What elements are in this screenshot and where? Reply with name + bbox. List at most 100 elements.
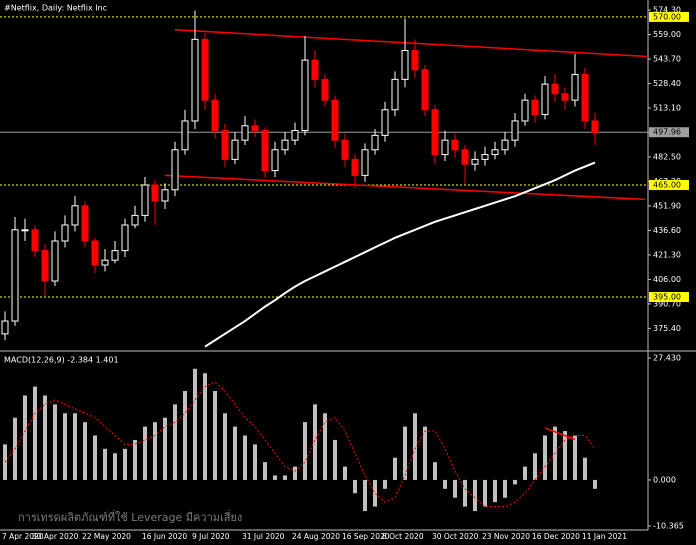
- candle-body: [541, 83, 549, 116]
- candle-body: [361, 149, 369, 176]
- macd-bar: [423, 426, 427, 480]
- candle-body: [191, 38, 199, 122]
- macd-bar: [353, 479, 357, 494]
- x-tick-label: 30 Apr 2020: [32, 532, 79, 541]
- macd-bar: [373, 479, 377, 507]
- macd-bar: [283, 475, 287, 480]
- candle-body: [201, 38, 209, 101]
- candle-body: [481, 154, 489, 160]
- macd-bar: [33, 386, 37, 480]
- x-tick-label: 24 Aug 2020: [292, 532, 340, 541]
- candle-body: [281, 139, 289, 151]
- x-tick-label: 30 Oct 2020: [432, 532, 479, 541]
- candle-body: [501, 139, 509, 151]
- price-tag: [649, 292, 689, 303]
- price-tag-label: 570.00: [653, 12, 681, 21]
- candle-body: [441, 139, 449, 156]
- macd-bar: [513, 479, 517, 485]
- candle-body: [111, 250, 119, 261]
- macd-bar: [473, 479, 477, 512]
- price-tag-label: 497.96: [653, 128, 681, 137]
- trendline: [164, 174, 646, 201]
- macd-bar: [203, 373, 207, 480]
- candle-body: [231, 139, 239, 160]
- candle-body: [551, 83, 559, 95]
- candle-body: [41, 250, 49, 282]
- x-tick-label: 23 Nov 2020: [482, 532, 530, 541]
- macd-bar: [343, 466, 347, 480]
- candle-body: [431, 109, 439, 156]
- y-tick-label: 574.30: [653, 6, 681, 15]
- macd-bar: [23, 395, 27, 480]
- candle-body: [491, 149, 499, 156]
- macd-bar: [453, 479, 457, 498]
- moving-average: [204, 161, 596, 348]
- macd-bar: [123, 448, 127, 480]
- price-tag: [649, 179, 689, 190]
- y-tick-label: 436.60: [653, 226, 681, 235]
- macd-plot: [3, 368, 597, 512]
- x-tick-label: 22 May 2020: [82, 532, 131, 541]
- macd-bar: [233, 426, 237, 480]
- trendline: [544, 427, 576, 441]
- macd-bar: [393, 457, 397, 480]
- candle-body: [381, 109, 389, 136]
- candle-body: [411, 50, 419, 71]
- candle-body: [451, 139, 459, 151]
- candle-body: [251, 125, 259, 132]
- candle-body: [91, 240, 99, 266]
- price-tag: [649, 127, 689, 138]
- x-tick-label: 16 Sep 2020: [342, 532, 390, 541]
- candle-body: [21, 229, 29, 232]
- candle-body: [131, 214, 139, 226]
- candle-body: [331, 99, 339, 141]
- macd-bar: [443, 479, 447, 489]
- macd-bar: [463, 479, 467, 507]
- candle-body: [571, 74, 579, 101]
- candle-body: [531, 99, 539, 116]
- macd-bar: [403, 426, 407, 480]
- candle-body: [461, 149, 469, 165]
- signal-line: [4, 381, 596, 508]
- macd-bar: [273, 475, 277, 480]
- macd-bar: [363, 479, 367, 512]
- candle-body: [591, 120, 599, 133]
- macd-bar: [433, 462, 437, 480]
- candle-body: [211, 99, 219, 132]
- macd-bar: [223, 413, 227, 480]
- candle-body: [511, 120, 519, 141]
- y-tick-label: 543.70: [653, 55, 681, 64]
- candle-body: [341, 139, 349, 160]
- macd-bar: [383, 479, 387, 489]
- y-tick-label: -10.365: [653, 522, 684, 531]
- candle-body: [1, 320, 9, 335]
- macd-bar: [323, 413, 327, 480]
- candle-body: [161, 189, 169, 202]
- candle-body: [51, 240, 59, 282]
- macd-bar: [413, 413, 417, 480]
- candle-body: [151, 184, 159, 202]
- candle-body: [121, 224, 129, 252]
- candle-body: [581, 74, 589, 122]
- macd-bar: [593, 479, 597, 489]
- candle-body: [321, 78, 329, 101]
- axes: 574.30559.00543.70528.40513.10497.80482.…: [2, 6, 689, 541]
- macd-bar: [333, 439, 337, 480]
- candle-body: [371, 134, 379, 151]
- chart-title: #Netflix, Daily: Netflix Inc: [4, 4, 107, 13]
- candle-body: [311, 59, 319, 80]
- macd-bar: [73, 413, 77, 480]
- x-tick-label: 16 Jun 2020: [142, 532, 187, 541]
- macd-bar: [53, 404, 57, 480]
- macd-bar: [213, 391, 217, 480]
- x-tick-label: 7 Apr 2020: [2, 532, 44, 541]
- candle-body: [471, 158, 479, 165]
- candle-body: [241, 125, 249, 141]
- macd-bar: [163, 417, 167, 480]
- x-tick-label: 8 Oct 2020: [382, 532, 424, 541]
- candle-body: [521, 99, 529, 122]
- x-tick-label: 11 Jan 2021: [582, 532, 627, 541]
- y-tick-label: 528.40: [653, 79, 681, 88]
- candle-body: [421, 69, 429, 111]
- y-tick-label: 559.00: [653, 30, 681, 39]
